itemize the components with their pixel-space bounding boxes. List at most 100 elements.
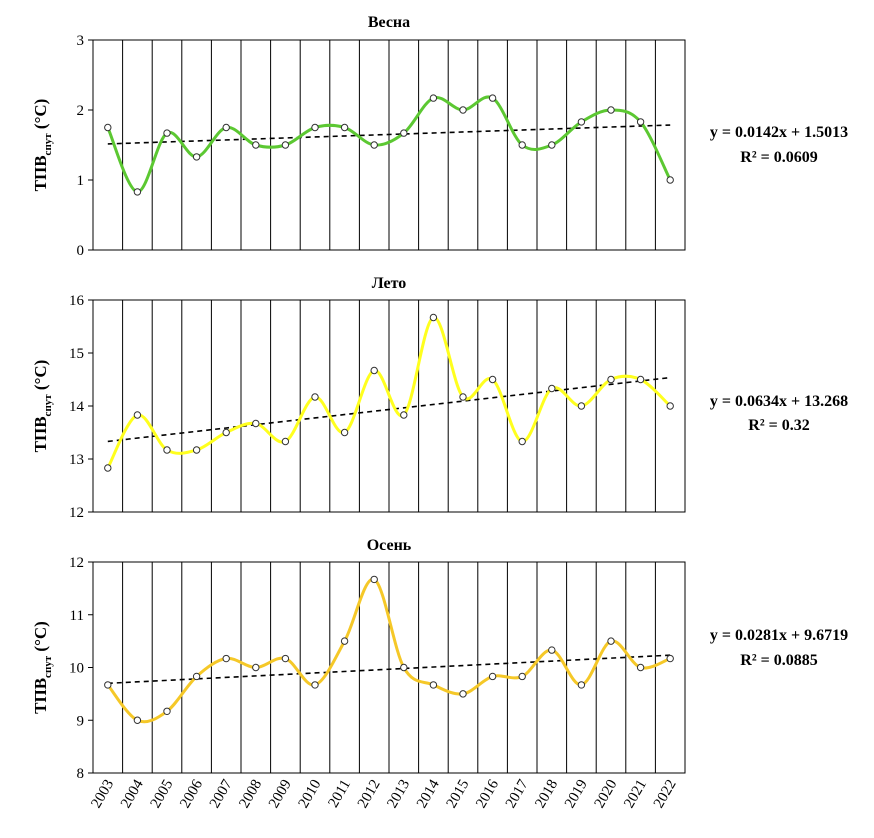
data-point-2021 <box>636 118 645 126</box>
trend-line <box>107 124 671 145</box>
data-point-2020 <box>607 637 615 645</box>
y-tick-label: 10 <box>69 661 84 677</box>
y-tick-label: 12 <box>69 555 84 571</box>
data-point-2012 <box>370 141 378 149</box>
data-point-2022 <box>666 176 674 184</box>
data-point-2022 <box>666 402 674 410</box>
data-point-2006 <box>192 672 201 681</box>
series-line <box>106 577 671 724</box>
y-tick-label: 11 <box>70 608 84 624</box>
data-point-2016 <box>488 94 497 102</box>
data-point-2015 <box>459 393 467 401</box>
x-tick-label: 2008 <box>236 777 265 811</box>
x-tick-label: 2012 <box>355 777 384 811</box>
data-point-2007 <box>222 428 230 437</box>
y-tick-label: 14 <box>69 399 85 415</box>
x-tick-label: 2022 <box>651 777 680 811</box>
data-point-2008 <box>252 663 260 672</box>
trend-line <box>107 376 671 443</box>
x-tick-label: 2005 <box>148 777 177 811</box>
trend-r-squared: R² = 0.0609 <box>740 149 817 166</box>
data-point-2020 <box>607 106 615 114</box>
data-point-2017 <box>518 672 526 681</box>
x-tick-label: 2013 <box>384 777 413 811</box>
y-tick-label: 0 <box>77 243 85 259</box>
data-point-2005 <box>163 129 171 137</box>
data-point-2018 <box>548 141 556 149</box>
data-point-2016 <box>488 672 497 681</box>
series-line <box>106 315 672 469</box>
y-axis-label: ТПВспут (°C) <box>31 360 54 453</box>
data-point-2004 <box>133 188 142 196</box>
x-tick-label: 2004 <box>118 777 147 811</box>
data-point-2011 <box>340 123 349 132</box>
data-point-2021 <box>636 663 645 672</box>
data-point-2005 <box>163 707 171 715</box>
data-point-2013 <box>400 663 408 672</box>
chart-title: Лето <box>372 275 407 292</box>
data-point-2007 <box>222 654 230 663</box>
y-axis-label: ТПВспут (°C) <box>31 99 54 192</box>
x-tick-label: 2019 <box>562 777 591 811</box>
data-point-2007 <box>222 123 230 132</box>
data-point-2013 <box>400 129 408 137</box>
data-point-2011 <box>340 637 349 645</box>
data-point-2018 <box>548 384 556 393</box>
data-point-2010 <box>311 393 319 401</box>
data-point-2009 <box>281 141 290 149</box>
x-tick-label: 2016 <box>473 777 502 811</box>
data-point-2021 <box>636 375 645 384</box>
data-point-2003 <box>104 464 112 472</box>
trend-r-squared: R² = 0.32 <box>748 417 809 434</box>
data-point-2010 <box>311 681 319 689</box>
chart-title: Весна <box>368 14 410 31</box>
data-point-2015 <box>459 106 467 114</box>
x-tick-label: 2020 <box>592 777 621 811</box>
x-tick-label: 2009 <box>266 777 295 811</box>
y-tick-label: 8 <box>77 766 85 782</box>
data-point-2006 <box>192 153 201 161</box>
data-point-2014 <box>429 313 438 322</box>
x-tick-label: 2007 <box>207 777 236 811</box>
data-point-2017 <box>518 437 526 446</box>
data-point-2008 <box>252 141 260 149</box>
y-tick-label: 2 <box>77 103 85 119</box>
trend-equation: y = 0.0142x + 1.5013 <box>710 124 848 141</box>
y-tick-label: 3 <box>77 33 85 49</box>
data-point-2013 <box>400 411 408 419</box>
x-tick-label: 2010 <box>296 777 325 811</box>
y-tick-label: 16 <box>69 293 85 309</box>
data-point-2019 <box>577 681 586 689</box>
y-axis-label: ТПВспут (°C) <box>31 621 54 714</box>
y-tick-label: 15 <box>69 346 84 362</box>
data-point-2018 <box>548 646 556 654</box>
data-point-2005 <box>163 446 171 454</box>
y-tick-label: 13 <box>69 452 84 468</box>
trend-equation: y = 0.0634x + 13.268 <box>710 393 848 410</box>
x-tick-label: 2017 <box>503 777 532 811</box>
data-point-2016 <box>488 375 497 384</box>
data-point-2004 <box>133 716 142 724</box>
chart-panel-3: Осень 8 9 10 11 12 ТПВспут (°C) y = 0.0281x + 9… <box>31 537 848 782</box>
x-tick-label: 2006 <box>177 777 206 811</box>
data-point-2020 <box>607 375 615 384</box>
x-tick-label: 2018 <box>532 777 561 811</box>
x-tick-label: 2021 <box>621 777 650 811</box>
data-point-2003 <box>104 681 112 689</box>
trend-line <box>107 654 671 685</box>
data-point-2004 <box>133 411 142 419</box>
data-point-2006 <box>192 446 201 454</box>
y-tick-label: 12 <box>69 505 84 521</box>
trend-r-squared: R² = 0.0885 <box>740 652 817 669</box>
data-point-2008 <box>252 419 260 428</box>
data-point-2019 <box>577 118 586 126</box>
x-tick-label: 2015 <box>444 777 473 811</box>
data-point-2022 <box>666 654 674 663</box>
data-point-2017 <box>518 141 526 149</box>
data-point-2014 <box>429 681 438 689</box>
x-tick-label: 2011 <box>325 777 354 811</box>
data-point-2015 <box>459 690 467 698</box>
data-point-2012 <box>370 366 378 375</box>
trend-equation: y = 0.0281x + 9.6719 <box>710 627 848 644</box>
